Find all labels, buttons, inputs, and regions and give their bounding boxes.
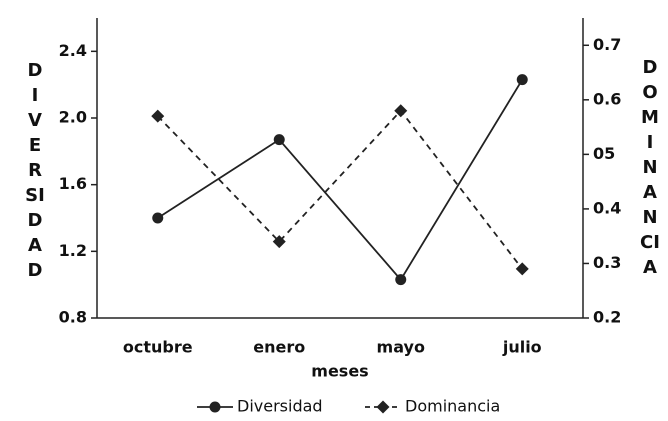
x-tick-label: enero (253, 338, 305, 357)
x-axis-label: meses (311, 362, 368, 381)
y2-tick-label: 0.6 (593, 89, 621, 108)
legend-marker (376, 400, 390, 414)
y-tick-label: 2.0 (59, 108, 87, 127)
point (273, 134, 285, 146)
y-tick-label: 1.2 (59, 241, 87, 260)
point (395, 274, 407, 286)
legend-label: Dominancia (405, 397, 500, 416)
y-tick-label: 0.8 (59, 308, 87, 327)
y2-tick-label: 0.7 (593, 35, 621, 54)
x-tick-label: mayo (377, 338, 425, 357)
point (515, 262, 529, 276)
legend-label: Diversidad (237, 397, 323, 416)
y-tick-label: 1.6 (59, 174, 87, 193)
point (152, 212, 164, 224)
y2-tick-label: 0.2 (593, 308, 621, 327)
y2-tick-label: 0.4 (593, 198, 621, 217)
y2-axis-label: DOMINANCIA (640, 57, 660, 278)
legend-marker (209, 401, 221, 413)
point (151, 109, 165, 123)
point (394, 104, 408, 118)
x-tick-label: julio (502, 338, 542, 357)
y-axis-label: DIVERSIDAD (25, 60, 45, 281)
y2-tick-label: 0.3 (593, 253, 621, 272)
point (272, 235, 286, 249)
series-line (157, 109, 523, 270)
x-tick-label: octubre (123, 338, 193, 357)
y-tick-label: 2.4 (59, 41, 87, 60)
series-line (157, 79, 524, 282)
y2-tick-label: 05 (593, 144, 615, 163)
point (516, 74, 528, 86)
